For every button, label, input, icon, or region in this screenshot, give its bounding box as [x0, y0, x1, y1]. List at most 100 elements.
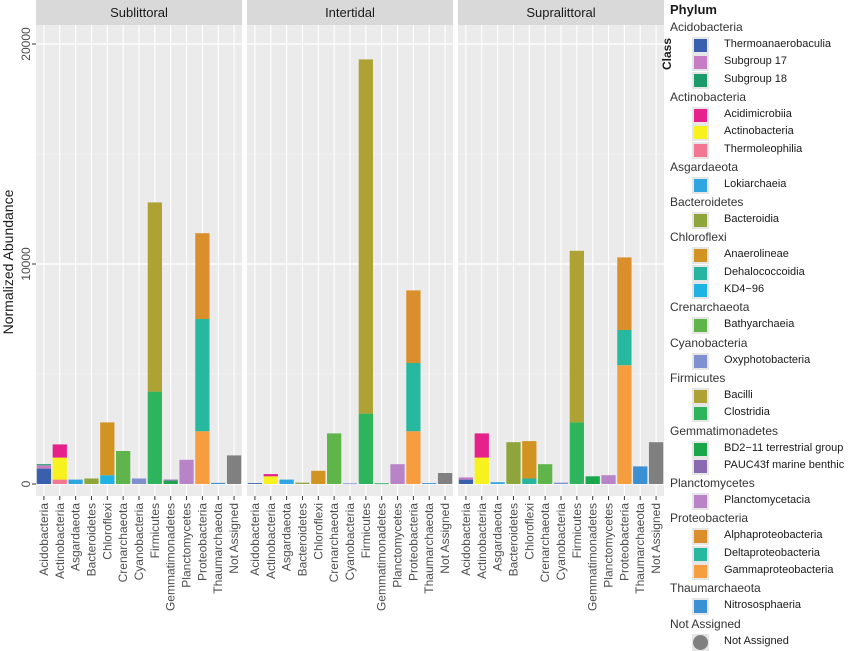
bar-segment: [36, 465, 52, 469]
x-tick-label: Firmicutes: [359, 503, 373, 558]
legend-label: Planctomycetacia: [724, 494, 811, 507]
x-tick-label: Chloroflexi: [522, 503, 536, 560]
legend-key: [692, 37, 709, 54]
x-tick-label: Thaumarchaeota: [422, 503, 436, 594]
bar-segment: [295, 482, 310, 484]
x-tick-label: Cyanobacteria: [554, 503, 568, 581]
x-tick-label: Acidobacteria: [37, 503, 51, 576]
legend-label: Lokiarchaeia: [724, 177, 787, 190]
legend-key: [692, 212, 709, 230]
legend-swatch: [694, 284, 707, 297]
legend-key: [692, 440, 709, 458]
x-tick-label: Asgardaeota: [69, 503, 83, 571]
x-tick-label: Actinobacteria: [264, 503, 278, 579]
legend-label: Thermoanaerobaculia: [724, 38, 832, 50]
x-tick-label: Asgardaeota: [491, 503, 505, 571]
legend-swatch: [694, 319, 707, 333]
legend-key: [692, 457, 709, 475]
x-tick-label: Not Assigned: [227, 503, 241, 574]
bar-segment: [163, 479, 178, 481]
bar-segment: [390, 464, 405, 484]
y-tick-label: 0: [19, 480, 33, 487]
legend-key: [692, 598, 709, 616]
legend-swatch: [694, 266, 707, 280]
bar-segment: [179, 459, 194, 484]
legend-label: Gammaproteobacteria: [724, 564, 834, 576]
legend-swatch: [694, 459, 707, 473]
legend-label: Dehalococcoidia: [724, 265, 805, 278]
legend-label: Clostridia: [724, 406, 770, 419]
bar-segment: [327, 433, 342, 484]
legend-key: [692, 528, 709, 546]
bar-segment: [617, 330, 632, 366]
legend-label: Acidimicrobiia: [724, 107, 792, 120]
bar-segment: [100, 475, 115, 484]
legend-label: Bacteroidia: [724, 213, 780, 226]
legend-phylum-heading: Firmicutes: [670, 370, 726, 385]
legend-label: PAUC43f marine benthic: [724, 458, 845, 471]
facet-label: Sublittoral: [110, 5, 168, 20]
facet-strip: [36, 0, 242, 25]
legend-key: [692, 317, 709, 335]
legend-swatch: [694, 600, 707, 614]
x-tick-label: Bacteroidetes: [84, 503, 98, 576]
legend-subtitle: Class: [660, 37, 674, 70]
stacked-bar-chart: Sublittoral Intertidal Supralittoral 0 1000…: [0, 0, 664, 611]
legend-key: [692, 387, 709, 405]
facet-strip: [247, 0, 453, 25]
legend-label: BD2−11 terrestrial group: [724, 441, 844, 454]
x-axis: Acidobacteria Actinobacteria Asgardaeota Ba…: [37, 496, 663, 611]
x-tick-label: Firmicutes: [148, 503, 162, 558]
legend-key: [692, 282, 709, 299]
x-tick-label: Thaumarchaeota: [633, 503, 647, 594]
bar-segment: [406, 363, 421, 432]
bar-segment: [490, 482, 505, 484]
legend-phylum-heading: Planctomycetes: [670, 476, 755, 491]
bar-segment: [36, 464, 52, 466]
x-tick-label: Planctomycetes: [180, 503, 194, 588]
legend-key: [692, 71, 709, 89]
legend-swatch: [694, 389, 707, 403]
bar-segment: [52, 479, 67, 484]
bar-segment: [195, 319, 210, 432]
bar-segment: [211, 482, 226, 484]
bar-segment: [279, 479, 294, 484]
facet-strip: [458, 0, 664, 25]
x-tick-label: Acidobacteria: [248, 503, 262, 576]
bar-segment: [116, 451, 131, 484]
legend-key: [692, 141, 709, 159]
bar-segment: [374, 483, 389, 485]
legend-swatch: [694, 178, 707, 192]
x-tick-label: Proteobacteria: [617, 503, 631, 581]
x-tick-label: Thaumarchaeota: [211, 503, 225, 594]
x-tick-label: Not Assigned: [649, 503, 663, 574]
bar-segment: [247, 483, 263, 484]
legend-swatch: [694, 126, 707, 140]
legend-key: [692, 633, 709, 651]
bar-segment: [458, 477, 474, 480]
bar-segment: [311, 470, 326, 484]
legend-key: [692, 264, 709, 282]
bar-segment: [342, 483, 358, 485]
legend-label: Not Assigned: [724, 634, 789, 647]
bar-segment: [633, 466, 648, 484]
bar-segment: [458, 479, 474, 484]
facet-label: Supralittoral: [526, 5, 595, 20]
legend-swatch: [694, 530, 707, 544]
facet-label: Intertidal: [325, 5, 375, 20]
x-tick-label: Bacteroidetes: [506, 503, 520, 576]
legend-label: Actinobacteria: [724, 125, 794, 138]
bar-segment: [553, 482, 569, 484]
y-tick-label: 10000: [19, 247, 33, 281]
legend-swatch: [694, 442, 707, 456]
x-tick-label: Not Assigned: [438, 503, 452, 574]
bar-segment: [131, 478, 147, 484]
legend-phylum-heading: Bacteroidetes: [670, 195, 744, 210]
legend-key: [692, 176, 709, 194]
bar-segment: [406, 431, 421, 484]
legend-phylum-heading: Asgardaeota: [670, 159, 739, 174]
bar-segment: [195, 431, 210, 484]
legend-swatch: [694, 214, 707, 228]
x-tick-label: Crenarchaeota: [116, 503, 130, 583]
bar-segment: [84, 478, 99, 484]
